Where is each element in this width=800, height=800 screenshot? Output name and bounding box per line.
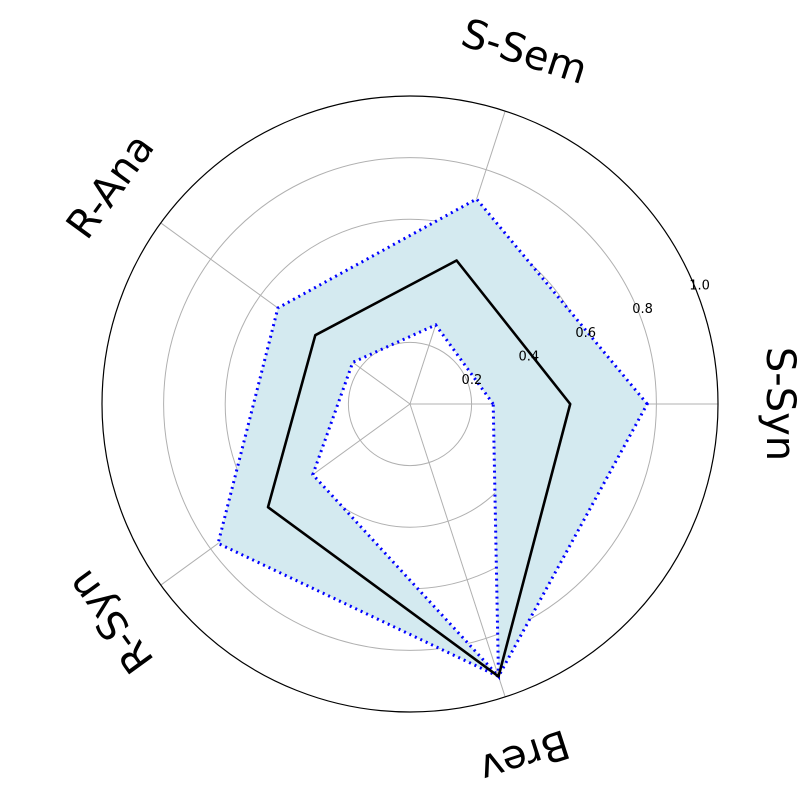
axis-label-s-sem: S-Sem	[456, 10, 593, 94]
axis-label-r-ana: R-Ana	[58, 126, 164, 248]
confidence-band-area	[218, 199, 648, 677]
axis-label-brev: Brev	[474, 720, 575, 792]
radial-tick-label-1: 0.4	[518, 349, 539, 364]
upper-bound-line	[216, 197, 650, 679]
axis-label-s-syn: S-Syn	[757, 347, 800, 461]
radial-tick-labels: 0.2 0.4 0.6 0.8 1.0	[462, 279, 710, 388]
axis-label-r-syn: R-Syn	[58, 561, 163, 681]
radial-tick-label-2: 0.6	[575, 326, 596, 341]
spoke-brev	[409, 403, 506, 698]
mean-series-line	[266, 259, 572, 678]
radial-tick-label-0: 0.2	[462, 373, 483, 388]
outer-frame	[101, 95, 719, 713]
radial-tick-label-3: 0.8	[632, 302, 653, 317]
axis-labels: S-Syn S-Sem R-Ana R-Syn Brev	[58, 10, 800, 792]
radial-tick-label-4: 1.0	[689, 279, 710, 294]
